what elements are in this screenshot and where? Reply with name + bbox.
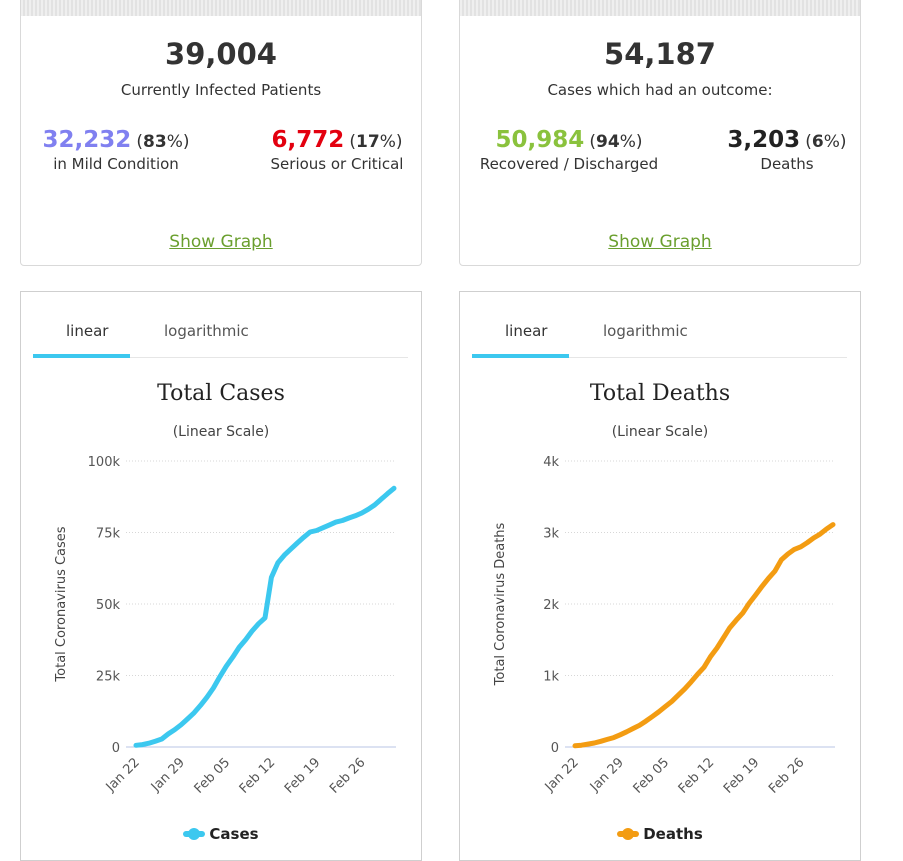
serious-count: 6,772: [271, 127, 345, 153]
tab-linear[interactable]: linear: [66, 322, 109, 340]
card-header-stripe: [21, 0, 421, 16]
tab-linear[interactable]: linear: [505, 322, 548, 340]
active-cases-card: 39,004 Currently Infected Patients 32,23…: [20, 0, 422, 266]
legend-swatch: [183, 827, 206, 840]
closed-cases-card: 54,187 Cases which had an outcome: 50,98…: [459, 0, 861, 266]
deaths-stat: 3,203 (6%) Deaths: [722, 127, 852, 173]
scale-tabs: linear logarithmic: [33, 313, 408, 358]
y-tick-label: 2k: [543, 598, 559, 613]
scale-tabs: linear logarithmic: [472, 313, 847, 358]
active-tab-indicator: [472, 354, 569, 358]
legend-label: Cases: [209, 825, 259, 843]
tab-logarithmic[interactable]: logarithmic: [164, 322, 249, 340]
legend-swatch: [617, 827, 640, 840]
x-tick-label: Jan 29: [587, 755, 627, 795]
tab-logarithmic[interactable]: logarithmic: [603, 322, 688, 340]
mild-condition-stat: 32,232 (83%) in Mild Condition: [41, 127, 191, 173]
closed-cases-subtitle: Cases which had an outcome:: [547, 81, 773, 99]
series-line: [133, 485, 397, 748]
total-deaths-chart-card: linear logarithmic Total Deaths (Linear …: [459, 291, 861, 861]
x-tick-label: Feb 05: [192, 755, 234, 797]
y-tick-label: 1k: [543, 670, 559, 685]
total-cases-chart-card: linear logarithmic Total Cases (Linear S…: [20, 291, 422, 861]
mild-label: in Mild Condition: [53, 155, 179, 173]
x-tick-label: Feb 12: [676, 755, 718, 797]
recovered-percent: (94%): [589, 132, 643, 152]
active-show-graph-link[interactable]: Show Graph: [169, 232, 273, 252]
x-tick-label: Feb 26: [766, 755, 808, 797]
chart-legend[interactable]: Deaths: [460, 825, 860, 843]
recovered-stat: 50,984 (94%) Recovered / Discharged: [474, 127, 664, 173]
y-tick-label: 50k: [96, 598, 121, 613]
x-tick-label: Feb 19: [282, 755, 324, 797]
y-tick-label: 25k: [96, 670, 121, 685]
mild-count: 32,232: [42, 127, 132, 153]
total-deaths-plot: 0 1k 2k 3k 4k Total Coronavirus Deaths Jan 22 J…: [493, 455, 836, 797]
y-tick-label: 4k: [543, 455, 559, 470]
chart-title: Total Deaths: [589, 381, 731, 406]
legend-label: Deaths: [643, 825, 703, 843]
active-tab-indicator: [33, 354, 130, 358]
series-line: [572, 522, 836, 749]
x-tick-label: Jan 22: [103, 755, 143, 795]
deaths-percent: (6%): [805, 132, 847, 152]
y-axis-title: Total Coronavirus Cases: [54, 526, 69, 682]
x-tick-label: Feb 12: [237, 755, 279, 797]
y-axis-title: Total Coronavirus Deaths: [493, 522, 508, 686]
recovered-count: 50,984: [495, 127, 585, 153]
closed-show-graph-link[interactable]: Show Graph: [608, 232, 712, 252]
chart-title: Total Cases: [157, 381, 285, 406]
x-tick-label: Feb 19: [721, 755, 763, 797]
mild-percent: (83%): [136, 132, 190, 152]
y-tick-label: 100k: [88, 455, 121, 470]
y-tick-label: 0: [112, 741, 120, 756]
deaths-label: Deaths: [760, 155, 814, 173]
chart-subtitle: (Linear Scale): [611, 424, 709, 440]
closed-cases-total: 54,187: [604, 37, 716, 71]
active-cases-subtitle: Currently Infected Patients: [120, 81, 322, 99]
x-tick-label: Feb 26: [327, 755, 369, 797]
deaths-count: 3,203: [727, 127, 801, 153]
chart-subtitle: (Linear Scale): [172, 424, 270, 440]
serious-percent: (17%): [349, 132, 403, 152]
recovered-label: Recovered / Discharged: [479, 155, 659, 173]
x-tick-label: Jan 29: [148, 755, 188, 795]
y-tick-label: 0: [551, 741, 559, 756]
serious-label: Serious or Critical: [270, 155, 404, 173]
serious-critical-stat: 6,772 (17%) Serious or Critical: [267, 127, 407, 173]
y-tick-label: 75k: [96, 527, 121, 542]
card-header-stripe: [460, 0, 860, 16]
total-cases-plot: 0 25k 50k 75k 100k Total Coronavirus Cases Jan…: [54, 455, 397, 797]
x-tick-label: Jan 22: [542, 755, 582, 795]
active-cases-total: 39,004: [165, 37, 277, 71]
y-tick-label: 3k: [543, 527, 559, 542]
x-tick-label: Feb 05: [631, 755, 673, 797]
chart-legend[interactable]: Cases: [21, 825, 421, 843]
